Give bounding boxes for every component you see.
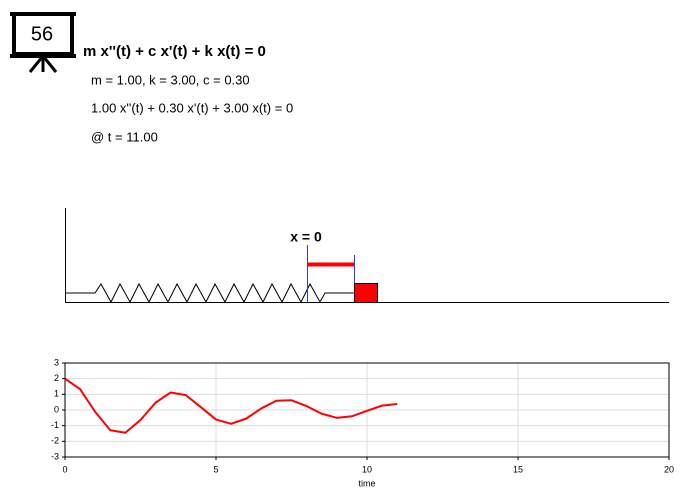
y-tick-label: -3 <box>51 451 59 461</box>
origin-label: x = 0 <box>290 229 322 245</box>
x-tick-label: 20 <box>664 464 674 474</box>
x-tick-label: 5 <box>213 464 218 474</box>
y-tick-label: -2 <box>51 436 59 446</box>
plot: -3 -2 -1 0 1 2 3 0 5 10 15 20 time <box>51 357 674 488</box>
parameters: m = 1.00, k = 3.00, c = 0.30 <box>91 72 250 87</box>
x-tick-label: 0 <box>62 464 67 474</box>
response-curve <box>64 377 398 434</box>
time-label: @ t = 11.00 <box>91 129 158 144</box>
instance-equation: 1.00 x''(t) + 0.30 x'(t) + 3.00 x(t) = 0 <box>91 100 293 115</box>
y-tick-label: 1 <box>54 389 59 399</box>
y-tick-label: 2 <box>54 373 59 383</box>
x-axis-label: time <box>358 478 375 488</box>
y-tick-label: 3 <box>54 357 59 367</box>
y-tick-label: -1 <box>51 420 59 430</box>
diagram <box>65 208 669 304</box>
plot-frame <box>64 362 670 458</box>
x-tick-label: 15 <box>513 464 523 474</box>
equation: m x''(t) + c x'(t) + k x(t) = 0 <box>83 43 266 60</box>
badge-number: 56 <box>31 23 53 45</box>
badge-icon <box>10 12 76 73</box>
y-tick-label: 0 <box>54 404 59 414</box>
x-tick-label: 10 <box>362 464 372 474</box>
